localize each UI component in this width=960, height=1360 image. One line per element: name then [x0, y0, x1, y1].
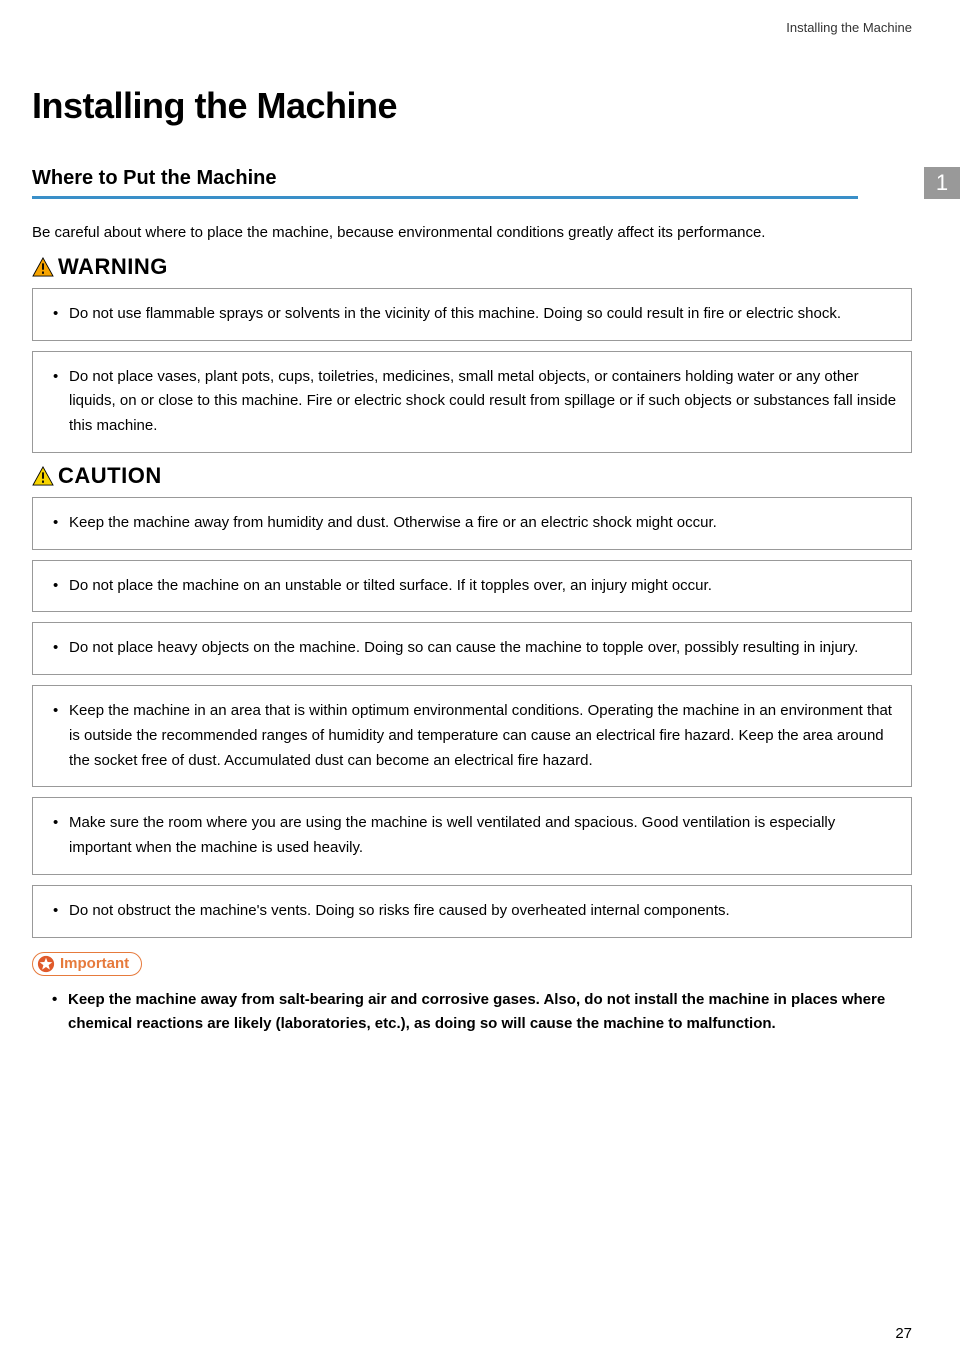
warning-label-text: WARNING	[58, 254, 168, 280]
caution-item: Make sure the room where you are using t…	[47, 811, 897, 861]
chapter-tab: 1	[924, 167, 960, 199]
caution-item: Do not place heavy objects on the machin…	[47, 636, 897, 661]
caution-box: Keep the machine in an area that is with…	[32, 685, 912, 787]
caution-item: Keep the machine in an area that is with…	[47, 699, 897, 773]
page-number: 27	[895, 1325, 912, 1342]
warning-box: Do not use flammable sprays or solvents …	[32, 288, 912, 341]
caution-box: Do not obstruct the machine's vents. Doi…	[32, 885, 912, 938]
important-label: Important	[32, 952, 142, 976]
caution-item: Keep the machine away from humidity and …	[47, 511, 897, 536]
caution-box: Do not place heavy objects on the machin…	[32, 622, 912, 675]
warning-item: Do not place vases, plant pots, cups, to…	[47, 365, 897, 439]
section-heading: Where to Put the Machine	[32, 167, 858, 199]
important-list: Keep the machine away from salt-bearing …	[32, 988, 912, 1038]
intro-paragraph: Be careful about where to place the mach…	[32, 221, 912, 246]
caution-label-text: CAUTION	[58, 463, 162, 489]
warning-box: Do not place vases, plant pots, cups, to…	[32, 351, 912, 453]
section-heading-row: Where to Put the Machine 1	[32, 167, 912, 199]
page-title: Installing the Machine	[32, 85, 912, 127]
header-section-label: Installing the Machine	[32, 20, 912, 35]
star-icon	[37, 955, 55, 973]
caution-triangle-icon	[32, 466, 54, 486]
important-label-text: Important	[60, 955, 129, 972]
caution-box: Do not place the machine on an unstable …	[32, 560, 912, 613]
warning-label-row: WARNING	[32, 254, 912, 280]
caution-label-row: CAUTION	[32, 463, 912, 489]
caution-item: Do not obstruct the machine's vents. Doi…	[47, 899, 897, 924]
warning-triangle-icon	[32, 257, 54, 277]
caution-item: Do not place the machine on an unstable …	[47, 574, 897, 599]
caution-box: Keep the machine away from humidity and …	[32, 497, 912, 550]
important-item: Keep the machine away from salt-bearing …	[46, 988, 912, 1038]
caution-box: Make sure the room where you are using t…	[32, 797, 912, 875]
warning-item: Do not use flammable sprays or solvents …	[47, 302, 897, 327]
